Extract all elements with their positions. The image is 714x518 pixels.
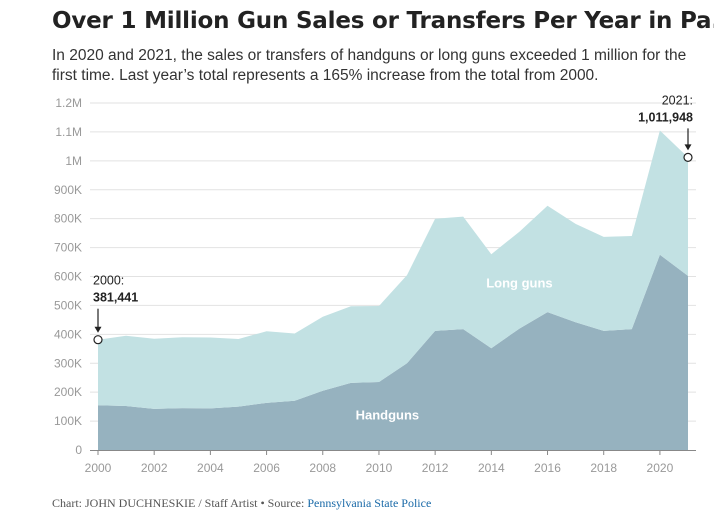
annotation-2000-marker [93, 335, 103, 345]
y-tick-label: 100K [54, 414, 82, 428]
annotation-2000-label: 2000: [93, 274, 124, 288]
annotation-2021-value: 1,011,948 [638, 110, 693, 124]
y-tick-label: 1.2M [55, 96, 82, 110]
x-tick-label: 2010 [366, 461, 393, 475]
annotation-2000-value: 381,441 [93, 291, 138, 305]
y-tick-label: 200K [54, 385, 82, 399]
y-tick-label: 400K [54, 327, 82, 341]
long-guns-area [98, 130, 688, 409]
x-tick-label: 2012 [422, 461, 449, 475]
y-tick-label: 1.1M [55, 125, 82, 139]
y-tick-label: 300K [54, 356, 82, 370]
series-labels: Handguns Long guns [356, 276, 553, 423]
x-tick-label: 2018 [590, 461, 617, 475]
annotation-2021-label: 2021: [662, 93, 693, 107]
annotation-2000-arrow-head [94, 326, 102, 333]
chart-title: Over 1 Million Gun Sales or Transfers Pe… [52, 8, 714, 34]
chart-credit: Chart: JOHN DUCHNESKIE / Staff Artist • … [52, 496, 431, 511]
x-tick-label: 2014 [478, 461, 505, 475]
series-areas [98, 130, 688, 450]
y-tick-label: 500K [54, 298, 82, 312]
x-tick-label: 2006 [253, 461, 280, 475]
x-tick-label: 2016 [534, 461, 561, 475]
source-link[interactable]: Pennsylvania State Police [307, 496, 432, 510]
annotation-2021-marker [683, 152, 693, 162]
axes: 0 100K 200K 300K 400K 500K 600K 700K 800K 900K 1M 1… [54, 96, 696, 475]
x-tick-label: 2002 [141, 461, 168, 475]
y-tick-label: 800K [54, 212, 82, 226]
y-tick-label: 0 [75, 443, 82, 457]
y-tick-label: 1M [65, 154, 82, 168]
long-guns-label: Long guns [486, 276, 552, 291]
handguns-label: Handguns [356, 407, 420, 422]
x-tick-label: 2004 [197, 461, 224, 475]
chart-subtitle: In 2020 and 2021, the sales or transfers… [52, 47, 687, 84]
y-tick-label: 600K [54, 270, 82, 284]
y-tick-label: 900K [54, 183, 82, 197]
handguns-area [98, 254, 688, 450]
credit-text: Chart: JOHN DUCHNESKIE / Staff Artist • … [52, 496, 308, 510]
x-tick-label: 2008 [309, 461, 336, 475]
x-tick-label: 2020 [647, 461, 674, 475]
annotation-2021-arrow-head [684, 144, 692, 151]
y-tick-label: 700K [54, 241, 82, 255]
x-tick-label: 2000 [85, 461, 112, 475]
annotations: 2000: 381,441 2021: 1,011,948 [93, 93, 693, 345]
